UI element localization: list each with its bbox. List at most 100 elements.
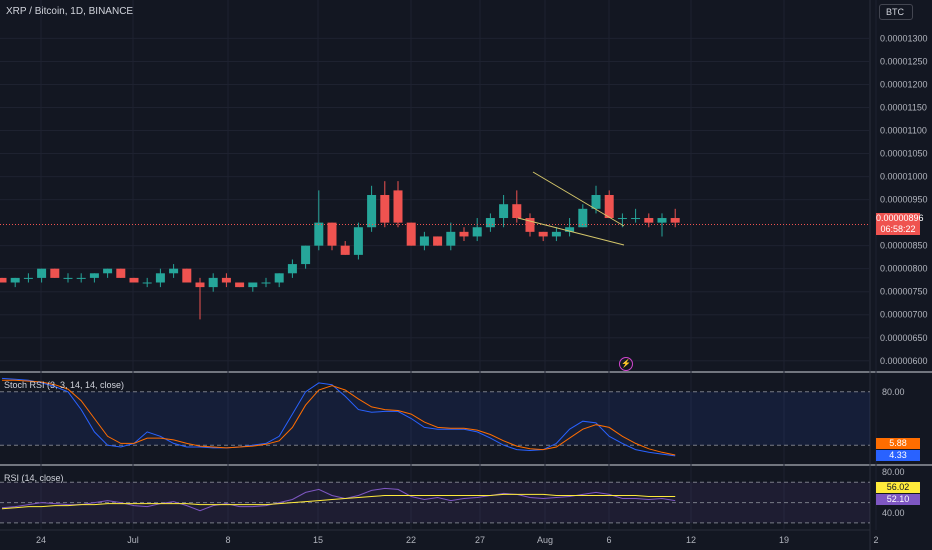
price-tick-label: 0.00001000 [880,172,928,182]
price-tick-label: 0.00001200 [880,79,928,89]
candle-body [670,218,680,223]
time-tick-label: 19 [779,535,789,545]
candle-body [169,268,179,274]
candle-body [129,277,139,283]
time-tick-label: Aug [537,535,553,545]
candle-body [617,218,627,220]
candle-body [221,277,231,283]
rsi-value-tag: 52.10 [876,494,920,505]
candle-body [367,195,377,228]
rsi-pane [0,481,870,524]
upper-trendline [532,171,625,227]
axis-labels: 0.00001300 0.00001250 0.00001200 0.00001150… [36,33,928,545]
stoch-k-line [1,377,676,457]
price-tick-label: 0.00001250 [880,56,928,66]
time-tick-label: 8 [225,535,230,545]
candle-body [195,282,205,288]
stoch-rsi-pane [0,377,870,457]
price-tick-label: 0.00000950 [880,195,928,205]
candle-body [142,282,152,284]
rsi-tick-label: 80.00 [882,467,905,477]
stoch-rsi-label[interactable]: Stoch RSI (3, 3, 14, 14, close) [4,380,125,390]
price-tick-label: 0.00001150 [880,103,927,113]
candle-body [0,277,7,283]
candle-body [23,277,33,279]
candle-body [499,204,509,219]
candle-body [301,245,311,265]
rsi-ma-line [1,493,676,510]
candle-body [155,273,165,283]
rsi-ma-tag: 56.02 [876,482,920,493]
lower-trendline [517,217,625,246]
time-tick-label: Jul [127,535,139,545]
countdown-tag: 06:58:22 [876,224,920,235]
candle-body [419,236,429,246]
candle-body [591,195,601,209]
stoch-tick-label: 80.00 [882,387,905,397]
candle-body [604,195,614,219]
candle-body [525,218,535,232]
candle-body [393,190,403,223]
candle-body [235,282,245,288]
candle-body [327,222,337,246]
candle-body [433,236,443,246]
candle-body [10,277,20,283]
stoch-d-tag: 4.33 [876,450,920,461]
candlestick-series [0,181,870,320]
price-tick-label: 0.00000750 [880,287,928,297]
candle-body [446,231,456,246]
price-tick-label: 0.00000850 [880,241,928,251]
candle-body [353,227,363,255]
candle-body [538,231,548,237]
time-tick-label: 27 [475,535,485,545]
currency-button[interactable]: BTC [879,4,913,20]
time-tick-label: 15 [313,535,323,545]
candle-body [274,273,284,283]
candle-body [472,227,482,237]
candle-body [182,268,192,283]
stoch-band [0,391,870,446]
candle-body [340,245,350,255]
wedge-trendlines [517,171,625,246]
candle-body [103,268,113,274]
time-tick-label: 24 [36,535,46,545]
candle-body [485,218,495,228]
candle-body [565,227,575,232]
candle-body [551,231,561,237]
price-tick-label: 0.00001050 [880,149,928,159]
lightning-icon[interactable]: ⚡ [619,357,633,371]
price-tick-label: 0.00001100 [880,126,927,136]
candle-body [76,277,86,279]
price-tick-label: 0.00000700 [880,310,928,320]
price-tick-label: 0.00000600 [880,356,928,366]
rsi-line [1,487,676,512]
rsi-tick-label: 40.00 [882,508,905,518]
candle-body [63,277,73,279]
time-tick-label: 12 [686,535,696,545]
candle-body [287,264,297,274]
time-tick-label: 2 [873,535,878,545]
price-tick-label: 0.00001300 [880,33,928,43]
stoch-d-line [2,379,676,456]
candle-body [406,222,416,246]
stoch-k-tag: 5.88 [876,438,920,449]
price-tick-label: 0.00000650 [880,333,928,343]
candle-body [89,273,99,278]
time-tick-label: 22 [406,535,416,545]
candle-body [50,268,60,278]
candle-body [512,204,522,219]
candle-body [37,268,47,278]
candle-body [644,218,654,223]
candle-body [459,231,469,237]
rsi-label[interactable]: RSI (14, close) [4,473,64,483]
candle-body [578,208,588,228]
candle-body [248,282,258,288]
time-tick-label: 6 [606,535,611,545]
chart-title: XRP / Bitcoin, 1D, BINANCE [6,6,134,17]
candle-body [314,222,324,246]
last-price-tag: 0.00000896 [876,213,924,224]
price-tick-label: 0.00000800 [880,264,928,274]
candle-body [657,218,667,223]
